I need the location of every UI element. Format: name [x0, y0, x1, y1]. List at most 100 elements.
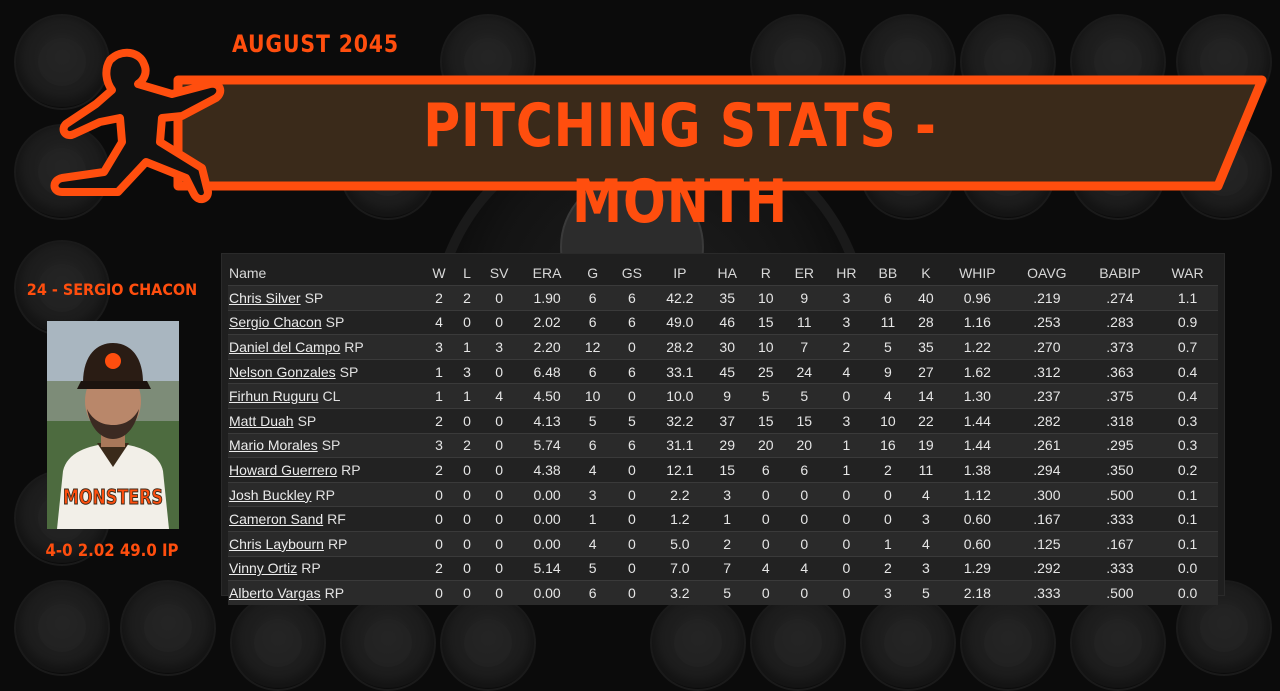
- stat-cell-hr: 3: [825, 407, 868, 434]
- column-header[interactable]: BABIP: [1099, 264, 1141, 281]
- column-header[interactable]: W: [432, 264, 446, 281]
- stat-cell-war: 0.0: [1157, 580, 1218, 605]
- player-name-cell: Matt Duah SP: [228, 407, 423, 434]
- column-header[interactable]: K: [921, 264, 931, 281]
- stat-cell-babip: .375: [1082, 383, 1158, 409]
- stat-cell-ha: 29: [706, 432, 748, 458]
- player-link[interactable]: Sergio Chacon: [229, 314, 322, 331]
- column-header[interactable]: R: [760, 264, 771, 281]
- stat-cell-babip: .500: [1082, 580, 1158, 605]
- stat-cell-sv: 0: [478, 481, 520, 507]
- pitching-stats-table: Name W L SV ERA G GS IP HA R ER HR BB K …: [228, 260, 1218, 605]
- table-row[interactable]: Cameron Sand RF 0 0 0 0.00 1 0 1.2 1 0 0 0 0 3 0.60.167…: [228, 506, 1218, 532]
- table-row[interactable]: Vinny Ortiz RP 2 0 0 5.14 5 0 7.0 7 4 4 0 2 3 1.29.292.…: [228, 555, 1218, 581]
- column-header[interactable]: SV: [489, 264, 509, 281]
- player-link[interactable]: Alberto Vargas: [229, 584, 321, 601]
- stat-cell-r: 4: [747, 555, 784, 581]
- stat-cell-r: 0: [747, 481, 784, 507]
- column-header[interactable]: GS: [621, 264, 642, 281]
- player-link[interactable]: Chris Silver: [229, 289, 301, 306]
- column-header[interactable]: ER: [794, 264, 815, 281]
- stat-cell-l: 0: [455, 555, 479, 581]
- jersey-text: MONSTERS: [62, 485, 164, 510]
- column-header[interactable]: L: [463, 264, 471, 281]
- stat-cell-k: 22: [908, 407, 944, 434]
- stat-cell-l: 0: [455, 580, 479, 605]
- player-link[interactable]: Daniel del Campo: [229, 338, 341, 355]
- player-link[interactable]: Mario Morales: [229, 437, 318, 454]
- column-header[interactable]: OAVG: [1027, 264, 1067, 281]
- stat-cell-oavg: .300: [1011, 481, 1083, 507]
- stat-cell-ip: 7.0: [653, 555, 707, 581]
- player-link[interactable]: Matt Duah: [229, 412, 294, 429]
- player-name-cell: Howard Guerrero RP: [228, 457, 423, 483]
- stats-panel: Name W L SV ERA G GS IP HA R ER HR BB K …: [221, 253, 1225, 605]
- table-row[interactable]: Daniel del Campo RP 3 1 3 2.20 12 0 28.2 30 10 7 2 5 3…: [228, 334, 1218, 360]
- stat-cell-bb: 0: [867, 506, 909, 532]
- stat-cell-sv: 0: [478, 432, 520, 458]
- table-row[interactable]: Chris Laybourn RP 0 0 0 0.00 4 0 5.0 2 0 0 0 1 4 0.60.1…: [228, 530, 1218, 557]
- player-link[interactable]: Chris Laybourn: [229, 535, 324, 552]
- stat-cell-oavg: .261: [1011, 432, 1083, 458]
- stat-cell-ip: 31.1: [653, 432, 707, 458]
- table-body: Chris Silver SP 2 2 0 1.90 6 6 42.2 35 10 9 3 6 40 0.96…: [228, 285, 1218, 605]
- player-name-cell: Firhun Ruguru CL: [228, 383, 423, 409]
- table-row[interactable]: Chris Silver SP 2 2 0 1.90 6 6 42.2 35 10 9 3 6 40 0.96…: [228, 285, 1218, 311]
- stat-cell-era: 6.48: [519, 358, 575, 384]
- stat-cell-babip: .333: [1082, 506, 1158, 532]
- stat-cell-hr: 4: [825, 358, 868, 384]
- position-label: RP: [301, 560, 321, 577]
- table-row[interactable]: Josh Buckley RP 0 0 0 0.00 3 0 2.2 3 0 0 0 0 4 1.12.300…: [228, 481, 1218, 507]
- table-row[interactable]: Mario Morales SP 3 2 0 5.74 6 6 31.1 29 20 20 1 16 19 1…: [228, 432, 1218, 458]
- stat-cell-era: 4.38: [519, 457, 575, 483]
- table-row[interactable]: Nelson Gonzales SP 1 3 0 6.48 6 6 33.1 45 25 24 4 9 27…: [228, 358, 1218, 384]
- table-row[interactable]: Alberto Vargas RP 0 0 0 0.00 6 0 3.2 5 0 0 0 3 5 2.18.3…: [228, 580, 1218, 605]
- stat-cell-er: 0: [783, 580, 826, 605]
- stat-cell-hr: 2: [825, 334, 868, 360]
- column-header[interactable]: Name: [229, 264, 267, 281]
- stat-cell-w: 3: [423, 334, 456, 360]
- stat-cell-g: 1: [574, 506, 611, 532]
- stat-cell-l: 0: [455, 481, 479, 507]
- stat-cell-ha: 46: [706, 309, 748, 335]
- stat-cell-k: 28: [908, 309, 944, 335]
- player-link[interactable]: Vinny Ortiz: [229, 560, 298, 577]
- stat-cell-hr: 0: [825, 383, 868, 409]
- table-row[interactable]: Howard Guerrero RP 2 0 0 4.38 4 0 12.1 15 6 6 1 2 11 1.…: [228, 457, 1218, 483]
- player-link[interactable]: Josh Buckley: [229, 486, 312, 503]
- stat-cell-war: 0.4: [1157, 383, 1218, 409]
- stat-cell-g: 6: [574, 285, 611, 311]
- column-header[interactable]: ERA: [532, 264, 562, 281]
- player-link[interactable]: Howard Guerrero: [229, 461, 338, 478]
- stat-cell-war: 0.3: [1157, 407, 1218, 434]
- position-label: RP: [344, 338, 364, 355]
- column-header[interactable]: HA: [717, 264, 737, 281]
- player-link[interactable]: Nelson Gonzales: [229, 363, 336, 380]
- stat-cell-war: 0.9: [1157, 309, 1218, 335]
- stat-cell-er: 4: [783, 555, 826, 581]
- column-header[interactable]: WHIP: [959, 264, 996, 281]
- bg-team-logo: [860, 595, 956, 691]
- player-link[interactable]: Firhun Ruguru: [229, 388, 319, 405]
- stat-cell-gs: 6: [610, 358, 654, 384]
- column-header[interactable]: HR: [836, 264, 857, 281]
- column-header[interactable]: G: [587, 264, 599, 281]
- column-header[interactable]: IP: [673, 264, 687, 281]
- player-name-cell: Nelson Gonzales SP: [228, 358, 423, 384]
- player-name-cell: Chris Silver SP: [228, 285, 423, 311]
- stat-cell-r: 20: [747, 432, 784, 458]
- stat-cell-bb: 9: [867, 358, 909, 384]
- stat-cell-era: 2.20: [519, 334, 575, 360]
- stat-cell-gs: 5: [610, 407, 654, 434]
- table-row[interactable]: Matt Duah SP 2 0 0 4.13 5 5 32.2 37 15 15 3 10 22 1.44.…: [228, 407, 1218, 434]
- stat-cell-sv: 4: [478, 383, 520, 409]
- table-row[interactable]: Firhun Ruguru CL 1 1 4 4.50 10 0 10.0 9 5 5 0 4 14 1.30…: [228, 383, 1218, 409]
- player-link[interactable]: Cameron Sand: [229, 511, 324, 528]
- column-header[interactable]: WAR: [1171, 264, 1204, 281]
- table-row[interactable]: Sergio Chacon SP 4 0 0 2.02 6 6 49.0 46 15 11 3 11 28 1…: [228, 309, 1218, 335]
- column-header[interactable]: BB: [878, 264, 898, 281]
- stat-cell-r: 0: [747, 530, 784, 557]
- month-label: AUGUST 2045: [232, 30, 399, 58]
- stat-cell-era: 0.00: [519, 506, 575, 532]
- stat-cell-whip: 1.44: [943, 407, 1012, 434]
